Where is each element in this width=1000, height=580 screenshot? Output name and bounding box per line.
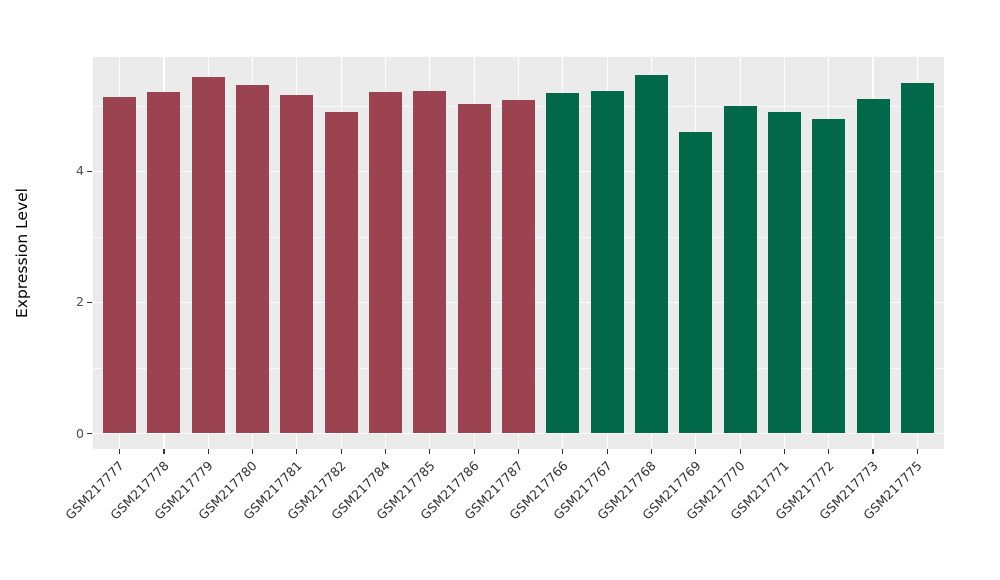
bar-GSM217768 [634, 74, 668, 434]
y-tick-label-0: 0 [76, 425, 84, 441]
y-axis-title: Expression Level [13, 188, 31, 318]
x-tick-mark-GSM217781 [296, 449, 298, 454]
bar-GSM217773 [856, 99, 890, 434]
x-tick-mark-GSM217786 [473, 449, 475, 454]
bar-GSM217777 [103, 97, 137, 434]
y-tick-mark-2 [87, 301, 92, 303]
bar-GSM217782 [324, 112, 358, 434]
bar-GSM217785 [413, 91, 447, 434]
y-tick-mark-4 [87, 170, 92, 172]
x-tick-mark-GSM217766 [562, 449, 564, 454]
bar-GSM217784 [369, 91, 403, 434]
bar-GSM217786 [457, 103, 491, 434]
bar-GSM217766 [546, 92, 580, 434]
bar-GSM217778 [147, 91, 181, 434]
y-tick-mark-0 [87, 432, 92, 435]
bar-GSM217775 [900, 83, 934, 434]
x-tick-mark-GSM217785 [429, 449, 431, 454]
x-tick-mark-GSM217780 [251, 449, 254, 454]
x-tick-mark-GSM217787 [517, 449, 520, 454]
x-tick-mark-GSM217778 [163, 449, 165, 454]
plot-panel [93, 57, 944, 449]
x-tick-mark-GSM217775 [916, 449, 918, 454]
x-tick-mark-GSM217779 [207, 449, 209, 454]
bar-GSM217767 [590, 90, 624, 434]
bar-GSM217780 [236, 84, 270, 434]
bar-GSM217770 [723, 106, 757, 434]
x-tick-mark-GSM217770 [739, 449, 741, 454]
x-tick-mark-GSM217777 [118, 449, 121, 454]
x-tick-mark-GSM217772 [828, 449, 830, 454]
x-tick-mark-GSM217771 [783, 449, 786, 454]
bar-GSM217772 [812, 118, 846, 434]
x-tick-mark-GSM217769 [695, 449, 697, 454]
x-tick-mark-GSM217773 [872, 449, 874, 454]
x-tick-mark-GSM217784 [384, 449, 387, 454]
x-tick-mark-GSM217768 [650, 449, 653, 454]
y-tick-label-2: 2 [76, 294, 84, 310]
bar-GSM217769 [679, 131, 713, 434]
bar-GSM217781 [280, 94, 314, 434]
x-tick-mark-GSM217767 [606, 449, 608, 454]
x-tick-mark-GSM217782 [340, 449, 342, 454]
bar-GSM217771 [767, 111, 801, 434]
bar-GSM217787 [502, 99, 535, 434]
y-tick-label-4: 4 [76, 163, 84, 179]
bar-GSM217779 [191, 76, 225, 434]
